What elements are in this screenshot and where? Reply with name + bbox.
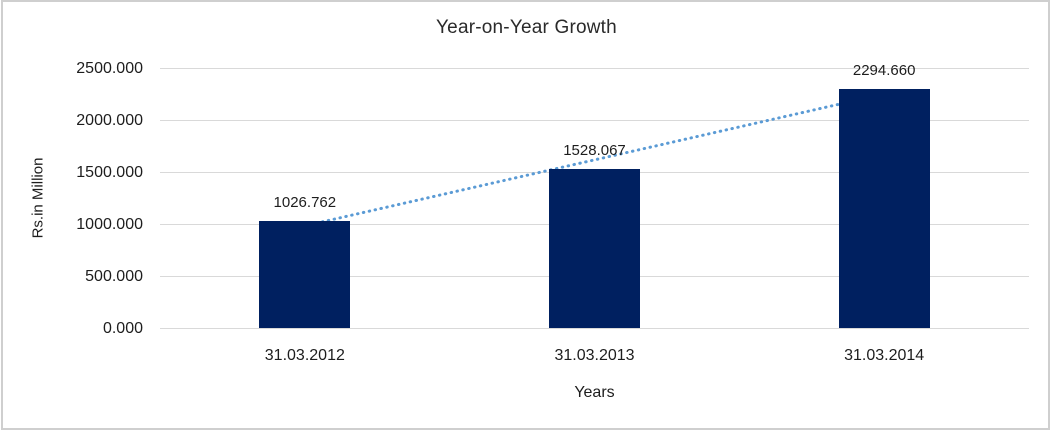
y-axis-tick-label: 1000.000 xyxy=(76,215,143,233)
bar-31.03.2014 xyxy=(838,89,930,328)
bar-31.03.2013 xyxy=(549,169,640,328)
y-axis-tick-label: 2500.000 xyxy=(76,59,143,77)
y-axis-tick-label: 2000.000 xyxy=(76,111,143,129)
data-label: 1026.762 xyxy=(273,194,337,212)
y-axis-tick-label: 500.000 xyxy=(85,267,143,285)
x-axis-tick-label: 31.03.2013 xyxy=(554,347,635,364)
y-axis-tick-label: 0.000 xyxy=(102,319,143,337)
x-axis-title: Years xyxy=(574,384,615,401)
y-axis-tick-label: 1500.000 xyxy=(76,163,143,181)
gridline xyxy=(160,67,1029,69)
x-axis-tick-label: 31.03.2014 xyxy=(844,347,925,364)
data-label: 2294.660 xyxy=(852,62,916,80)
x-axis-tick-label: 31.03.2012 xyxy=(264,347,345,364)
data-label: 1528.067 xyxy=(563,142,626,160)
bar-31.03.2012 xyxy=(259,221,351,328)
chart-title: Year-on-Year Growth xyxy=(436,17,617,38)
gridline xyxy=(160,327,1029,329)
y-axis-title: Rs.in Million xyxy=(29,157,47,239)
